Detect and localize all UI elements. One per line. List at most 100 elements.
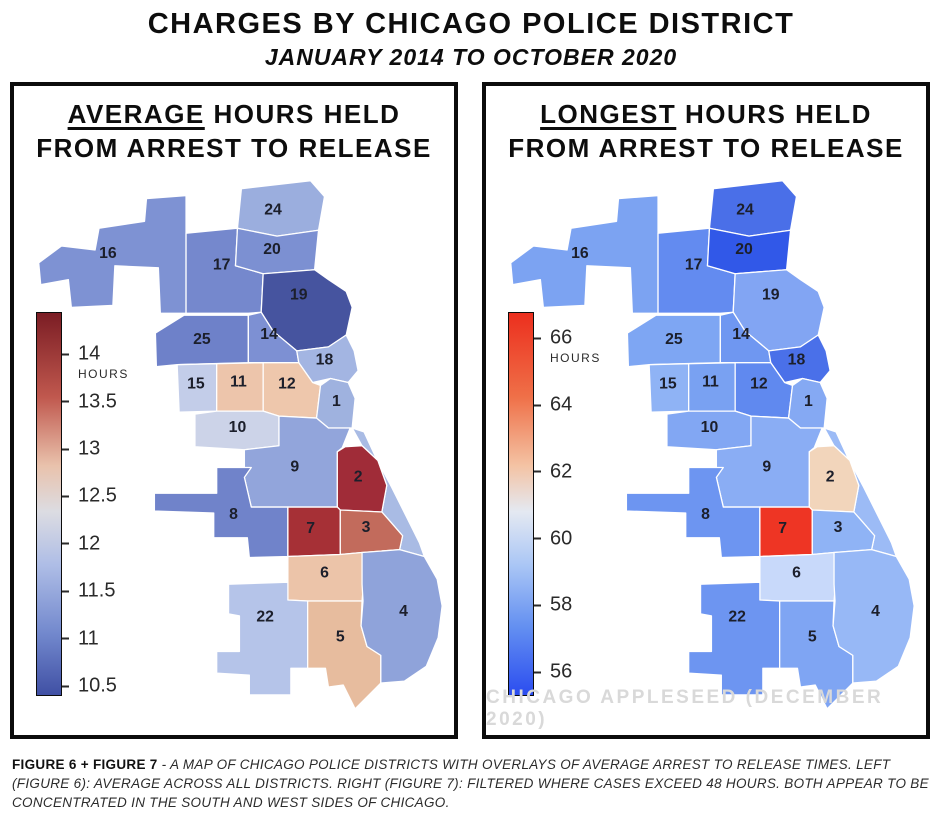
district-19-label: 19 <box>290 286 308 303</box>
colorbar-tick-12: 12 <box>62 532 100 555</box>
district-6-label: 6 <box>792 564 801 581</box>
tick-label: 10.5 <box>78 674 117 697</box>
district-8-label: 8 <box>701 506 710 523</box>
colorbar-tick-58: 58 <box>534 594 572 617</box>
district-22-region <box>216 581 309 696</box>
district-10-label: 10 <box>701 419 719 436</box>
district-24-label: 24 <box>736 201 754 218</box>
colorbar-tick-11.5: 11.5 <box>62 580 115 603</box>
tick-label: 60 <box>550 527 573 550</box>
figure-caption: FIGURE 6 + FIGURE 7 - A MAP OF CHICAGO P… <box>0 739 942 812</box>
tick-label: 14 <box>78 342 101 365</box>
district-12-label: 12 <box>750 375 768 392</box>
district-4-region <box>360 548 443 684</box>
tick-mark <box>534 537 541 540</box>
district-22-region <box>688 581 781 696</box>
district-4-region <box>832 548 915 684</box>
tick-label: 11.5 <box>78 579 116 602</box>
district-5-label: 5 <box>808 628 817 645</box>
tick-mark <box>62 495 69 498</box>
longest-colorbar: 66 HOURS 64 62 60 58 56 <box>508 311 599 696</box>
district-17-label: 17 <box>685 256 703 273</box>
district-9-label: 9 <box>762 458 771 475</box>
district-20-label: 20 <box>263 241 281 258</box>
tick-mark <box>62 542 69 545</box>
district-25-label: 25 <box>193 331 211 348</box>
panel-longest-title-emphasis: LONGEST <box>540 99 677 129</box>
tick-mark <box>534 404 541 407</box>
panel-average-title-line1: AVERAGE HOURS HELD <box>14 98 454 132</box>
district-22-label: 22 <box>256 608 274 625</box>
longest-colorbar-gradient <box>508 311 534 696</box>
colorbar-tick-56: 56 <box>534 661 572 684</box>
average-hours-choropleth-map: 16 17 24 20 19 25 14 18 15 11 12 1 10 9 2 8 7 3 6 22 5 4 <box>38 179 443 710</box>
district-14-label: 14 <box>260 326 278 343</box>
district-5-label: 5 <box>336 628 345 645</box>
district-19-label: 19 <box>762 286 780 303</box>
district-20-label: 20 <box>735 241 753 258</box>
panel-longest-title: LONGEST HOURS HELD FROM ARREST TO RELEAS… <box>486 86 926 166</box>
page-subtitle: JANUARY 2014 TO OCTOBER 2020 <box>264 44 678 70</box>
tick-label: 66 <box>550 326 573 349</box>
tick-label: 12.5 <box>78 484 117 507</box>
colorbar-tick-12.5: 12.5 <box>62 485 117 508</box>
watermark: CHICAGO APPLESEED (DECEMBER 2020) <box>486 687 884 730</box>
colorbar-tick-62: 62 <box>534 460 572 483</box>
colorbar-tick-14: 14 <box>62 343 100 366</box>
district-7-label: 7 <box>778 519 787 536</box>
panel-longest-title-line2: FROM ARREST TO RELEASE <box>508 132 904 163</box>
tick-label: 64 <box>550 393 573 416</box>
district-11-label: 11 <box>702 373 719 390</box>
district-7-label: 7 <box>306 519 315 536</box>
tick-mark <box>534 337 541 340</box>
tick-mark <box>534 604 541 607</box>
district-2-label: 2 <box>826 468 835 485</box>
district-12-label: 12 <box>278 375 296 392</box>
colorbar-tick-66: 66 <box>534 327 572 350</box>
district-11-label: 11 <box>230 373 247 390</box>
district-16-label: 16 <box>571 244 589 261</box>
colorbar-tick-13.5: 13.5 <box>62 390 117 413</box>
tick-mark <box>62 353 69 356</box>
tick-label: 13 <box>78 437 101 460</box>
figure-header: CHARGES BY CHICAGO POLICE DISTRICT JANUA… <box>0 0 942 71</box>
longest-map-area: 16 17 24 20 19 25 14 18 15 11 12 1 10 9 2 8 7 3 6 22 5 4 66 HO… <box>486 166 926 735</box>
district-6-label: 6 <box>320 564 329 581</box>
map-panels: AVERAGE HOURS HELD FROM ARREST TO RELEAS… <box>0 82 942 739</box>
colorbar-tick-13: 13 <box>62 438 100 461</box>
panel-average-title-rest: HOURS HELD <box>204 99 401 129</box>
panel-average-title-line2: FROM ARREST TO RELEASE <box>36 132 432 163</box>
tick-label: 11 <box>78 627 99 650</box>
panel-average-title: AVERAGE HOURS HELD FROM ARREST TO RELEAS… <box>14 86 454 166</box>
tick-label: 12 <box>78 532 101 555</box>
district-17-label: 17 <box>213 256 231 273</box>
colorbar-tick-11: 11 <box>62 627 99 650</box>
colorbar-tick-60: 60 <box>534 527 572 550</box>
panel-average-title-emphasis: AVERAGE <box>67 99 205 129</box>
district-2-label: 2 <box>354 468 363 485</box>
caption-lead: FIGURE 6 + FIGURE 7 <box>12 757 158 772</box>
average-map-area: 16 17 24 20 19 25 14 18 15 11 12 1 10 9 2 8 7 3 6 22 5 4 14 HO… <box>14 166 454 735</box>
district-4-label: 4 <box>871 602 880 619</box>
district-10-label: 10 <box>229 419 247 436</box>
district-15-label: 15 <box>187 375 205 392</box>
district-1-label: 1 <box>804 393 813 410</box>
district-25-label: 25 <box>665 331 683 348</box>
district-9-label: 9 <box>290 458 299 475</box>
tick-mark <box>62 590 69 593</box>
colorbar-tick-10.5: 10.5 <box>62 675 117 698</box>
district-16-label: 16 <box>99 244 117 261</box>
tick-mark <box>534 470 541 473</box>
district-8-label: 8 <box>229 506 238 523</box>
tick-label: 56 <box>550 660 573 683</box>
colorbar-tick-64: 64 <box>534 394 572 417</box>
district-4-label: 4 <box>399 602 408 619</box>
tick-label: 58 <box>550 593 573 616</box>
tick-mark <box>62 400 69 403</box>
tick-label: 62 <box>550 460 573 483</box>
district-18-label: 18 <box>316 351 334 368</box>
district-15-label: 15 <box>659 375 677 392</box>
district-24-label: 24 <box>264 201 282 218</box>
tick-mark <box>534 671 541 674</box>
panel-average-hours: AVERAGE HOURS HELD FROM ARREST TO RELEAS… <box>10 82 458 739</box>
